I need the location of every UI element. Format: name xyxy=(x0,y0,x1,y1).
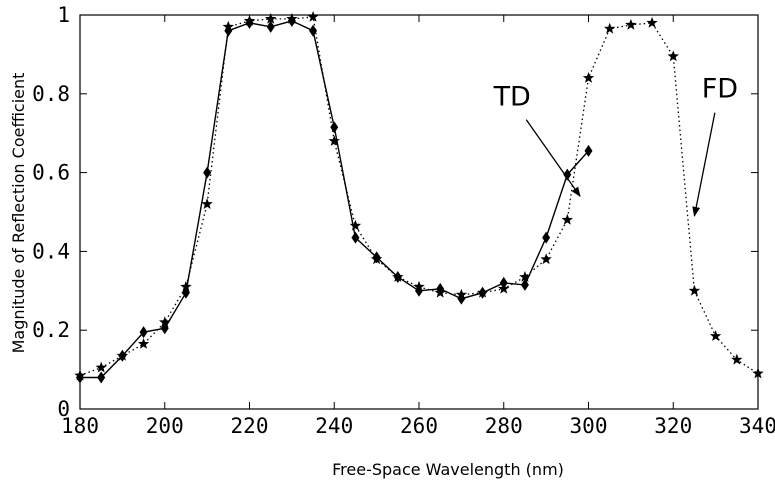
x-tick-label: 220 xyxy=(231,414,269,438)
y-tick-label: 0 xyxy=(57,397,70,421)
y-tick-label: 0.4 xyxy=(32,239,70,263)
y-tick-label: 1 xyxy=(57,3,70,27)
annotation-arrow-fd xyxy=(692,112,716,217)
y-axis-title: Magnitude of Reflection Coefficient xyxy=(9,73,28,354)
fd-data-point xyxy=(95,361,107,373)
fd-data-point xyxy=(540,253,552,265)
fd-data-point xyxy=(349,219,362,231)
fd-data-point xyxy=(455,288,468,300)
annotation-layer: TD FD xyxy=(493,74,738,217)
annotation-arrow-td xyxy=(525,119,581,198)
fd-data-point xyxy=(709,330,722,341)
td-data-point xyxy=(330,121,339,134)
x-tick-label: 320 xyxy=(654,414,692,438)
td-data-point xyxy=(266,20,275,33)
td-data-point xyxy=(203,166,212,179)
x-tick-label: 240 xyxy=(315,414,353,438)
fd-data-point xyxy=(604,22,616,34)
annotation-td: TD xyxy=(493,82,531,113)
fd-data-point xyxy=(307,11,319,22)
fd-data-point xyxy=(137,338,150,349)
td-data-point xyxy=(542,231,551,244)
td-data-point xyxy=(309,24,318,37)
x-tick-label: 340 xyxy=(739,414,775,438)
axis-layer: 180 200 220 240 260 280 300 320 340 0 0.2 0.4 0.6 0.8… xyxy=(32,3,775,438)
fd-data-point xyxy=(370,253,383,265)
fd-data-point xyxy=(582,72,595,83)
fd-data-point xyxy=(392,271,404,282)
y-tick-label: 0.6 xyxy=(32,161,70,185)
fd-data-point xyxy=(646,16,658,28)
td-data-point xyxy=(520,278,529,291)
td-data-point xyxy=(563,168,572,181)
fd-data-point xyxy=(180,280,192,292)
fd-data-point xyxy=(519,271,531,282)
td-data-point xyxy=(139,326,148,339)
fd-data-point xyxy=(265,12,277,24)
x-tick-label: 200 xyxy=(146,414,184,438)
fd-data-point xyxy=(328,135,340,146)
fd-data-point xyxy=(286,12,298,24)
fd-data-point xyxy=(625,18,637,30)
fd-data-point xyxy=(688,284,701,296)
td-data-point xyxy=(351,231,360,244)
td-data-point xyxy=(97,371,106,384)
fd-data-point xyxy=(116,349,129,361)
fd-data-point xyxy=(731,353,743,365)
y-tick-label: 0.8 xyxy=(32,82,70,106)
fd-data-point xyxy=(434,286,446,298)
y-tick-label: 0.2 xyxy=(32,318,70,342)
fd-data-point xyxy=(159,316,171,328)
td-data-point xyxy=(584,144,593,157)
x-tick-label: 180 xyxy=(61,414,99,438)
x-tick-label: 300 xyxy=(570,414,608,438)
series-layer xyxy=(74,11,764,384)
fd-data-point xyxy=(476,286,489,298)
x-tick-label: 280 xyxy=(485,414,523,438)
td-data-point xyxy=(499,276,508,289)
fd-data-point xyxy=(201,198,213,209)
series-line-fd xyxy=(79,16,759,377)
x-axis-title: Free-Space Wavelength (nm) xyxy=(332,460,564,479)
fd-data-point xyxy=(498,282,510,294)
fd-data-point xyxy=(561,213,573,225)
fd-data-point xyxy=(667,50,679,62)
fd-data-point xyxy=(222,20,234,32)
annotation-fd: FD xyxy=(702,74,738,105)
x-tick-label: 260 xyxy=(400,414,438,438)
fd-data-point xyxy=(413,280,425,292)
